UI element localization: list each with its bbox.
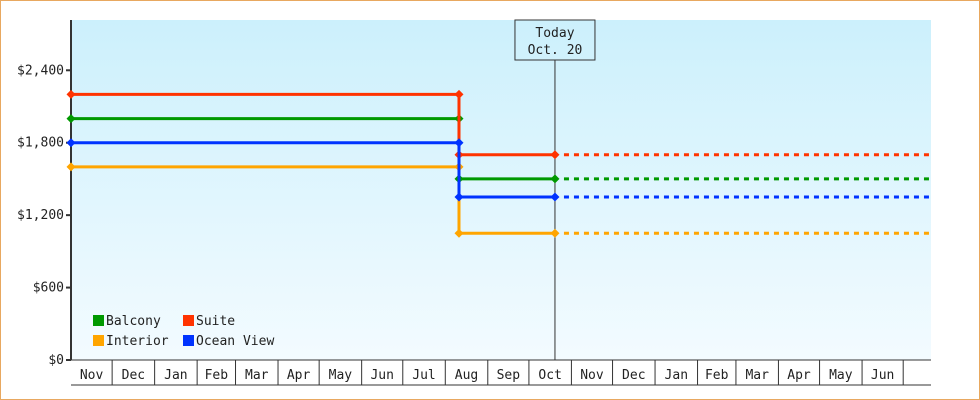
- x-tick-label: Dec: [122, 368, 145, 383]
- series-line: [71, 92, 555, 157]
- y-tick-label: $1,800: [17, 136, 64, 151]
- series-point: [454, 228, 464, 238]
- series-point: [66, 114, 76, 124]
- x-tick-label: Mar: [745, 368, 769, 383]
- x-tick-label: Sep: [497, 368, 521, 383]
- legend-swatch: [93, 335, 104, 346]
- x-tick-label: Nov: [580, 368, 604, 383]
- series-point: [550, 174, 560, 184]
- legend-label: Ocean View: [196, 334, 274, 349]
- series-point: [66, 138, 76, 148]
- x-tick-label: Nov: [80, 368, 104, 383]
- x-tick-label: Jan: [164, 368, 187, 383]
- series-point: [454, 192, 464, 202]
- x-tick-label: Jul: [412, 368, 435, 383]
- x-tick-label: Apr: [787, 368, 811, 383]
- x-tick-label: Jun: [871, 368, 894, 383]
- x-tick-label: May: [829, 368, 853, 383]
- legend-swatch: [183, 315, 194, 326]
- x-tick-label: Feb: [705, 368, 729, 383]
- x-tick-label: May: [329, 368, 353, 383]
- y-tick-label: $1,200: [17, 208, 64, 223]
- x-tick-label: Jan: [665, 368, 688, 383]
- x-tick-label: Feb: [205, 368, 229, 383]
- plot-area: [71, 20, 931, 360]
- series-point: [550, 228, 560, 238]
- series-point: [454, 89, 464, 99]
- x-tick-label: Jun: [370, 368, 393, 383]
- x-tick-label: Oct: [538, 368, 561, 383]
- series-point: [550, 150, 560, 160]
- series-point: [66, 89, 76, 99]
- today-label: Today: [535, 26, 574, 41]
- series-point: [550, 192, 560, 202]
- x-tick-label: Aug: [455, 368, 478, 383]
- series-point: [66, 162, 76, 172]
- x-tick-label: Dec: [622, 368, 645, 383]
- y-tick-label: $2,400: [17, 63, 64, 78]
- legend-swatch: [183, 335, 194, 346]
- y-tick-label: $600: [33, 281, 64, 296]
- legend-label: Suite: [196, 314, 235, 329]
- series-suite: [66, 89, 931, 160]
- series-line: [71, 141, 555, 199]
- series-ocean-view: [66, 138, 931, 202]
- legend-label: Interior: [106, 334, 169, 349]
- y-tick-label: $0: [48, 353, 64, 368]
- legend-label: Balcony: [106, 314, 161, 329]
- legend-swatch: [93, 315, 104, 326]
- x-tick-label: Apr: [287, 368, 311, 383]
- today-date-label: Oct. 20: [528, 43, 583, 58]
- today-label-box: [514, 19, 596, 61]
- x-tick-label: Mar: [245, 368, 269, 383]
- series-point: [454, 138, 464, 148]
